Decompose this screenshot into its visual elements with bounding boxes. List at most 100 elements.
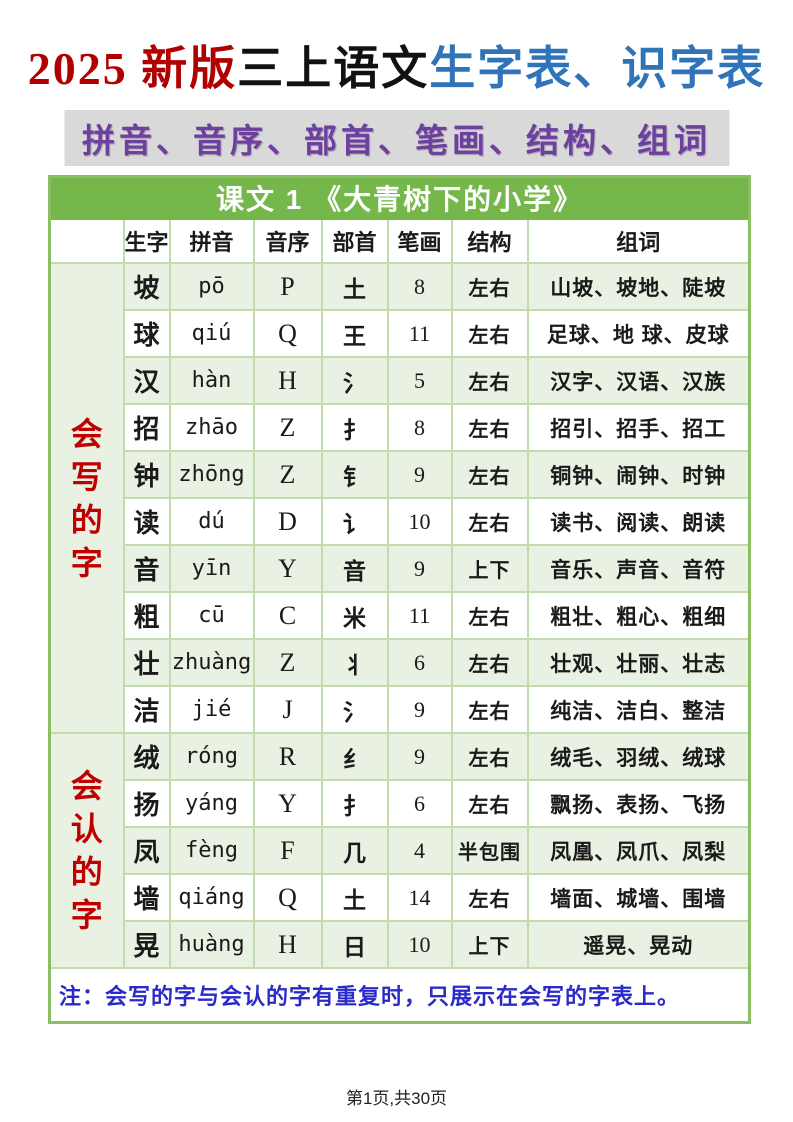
structure-cell: 左右 bbox=[450, 262, 529, 311]
structure-cell: 左右 bbox=[450, 497, 529, 546]
words-cell: 绒毛、羽绒、绒球 bbox=[526, 732, 751, 781]
column-header-5: 结构 bbox=[450, 218, 529, 264]
section-label-text: 会认的字 bbox=[52, 768, 122, 931]
radical-cell: 土 bbox=[320, 262, 389, 311]
column-header-6: 组词 bbox=[526, 218, 751, 264]
strokes-cell: 11 bbox=[386, 309, 453, 358]
vocab-row: 晃 huàng H 日 10 上下 遥晃、晃动 bbox=[50, 920, 751, 969]
column-header-row: 生字 拼音 音序 部首 笔画 结构 组词 bbox=[48, 218, 751, 264]
char-cell: 招 bbox=[122, 403, 171, 452]
column-header-3: 部首 bbox=[320, 218, 389, 264]
char-cell: 音 bbox=[122, 544, 171, 593]
strokes-cell: 6 bbox=[386, 779, 453, 828]
vocab-row: 球 qiú Q 王 11 左右 足球、地 球、皮球 bbox=[50, 309, 751, 358]
radical-cell: 纟 bbox=[320, 732, 389, 781]
radical-cell: 氵 bbox=[320, 685, 389, 734]
radical-cell: 米 bbox=[320, 591, 389, 640]
initial-cell: R bbox=[252, 732, 323, 781]
words-cell: 读书、阅读、朗读 bbox=[526, 497, 751, 546]
words-cell: 壮观、壮丽、壮志 bbox=[526, 638, 751, 687]
words-cell: 招引、招手、招工 bbox=[526, 403, 751, 452]
pinyin-cell: zhōng bbox=[168, 450, 255, 499]
structure-cell: 上下 bbox=[450, 544, 529, 593]
pinyin-cell: yáng bbox=[168, 779, 255, 828]
vocab-row: 读 dú D 讠 10 左右 读书、阅读、朗读 bbox=[50, 497, 751, 546]
structure-cell: 左右 bbox=[450, 403, 529, 452]
pinyin-cell: fèng bbox=[168, 826, 255, 875]
pinyin-cell: jié bbox=[168, 685, 255, 734]
vocab-row: 会认的字绒 róng R 纟 9 左右 绒毛、羽绒、绒球 bbox=[48, 732, 751, 969]
pinyin-cell: pō bbox=[168, 262, 255, 311]
initial-cell: Q bbox=[252, 873, 323, 922]
vocab-row: 音 yīn Y 音 9 上下 音乐、声音、音符 bbox=[50, 544, 751, 593]
words-cell: 汉字、汉语、汉族 bbox=[526, 356, 751, 405]
section-label-char: 会 bbox=[70, 415, 103, 452]
pinyin-cell: huàng bbox=[168, 920, 255, 969]
strokes-cell: 4 bbox=[386, 826, 453, 875]
structure-cell: 左右 bbox=[450, 450, 529, 499]
initial-cell: Z bbox=[252, 450, 323, 499]
column-header-1: 拼音 bbox=[168, 218, 255, 264]
vocab-row: 钟 zhōng Z 钅 9 左右 铜钟、闹钟、时钟 bbox=[50, 450, 751, 499]
char-cell: 汉 bbox=[122, 356, 171, 405]
strokes-cell: 14 bbox=[386, 873, 453, 922]
title-edition: 2025 新版 bbox=[27, 43, 238, 94]
vocab-table: 课文 1 《大青树下的小学》 生字 拼音 音序 部首 笔画 结构 组词会写的字坡 pō P 土 8 左右… bbox=[48, 175, 752, 1024]
words-cell: 粗壮、粗心、粗细 bbox=[526, 591, 751, 640]
vocab-row: 墙 qiáng Q 土 14 左右 墙面、城墙、围墙 bbox=[50, 873, 751, 922]
initial-cell: H bbox=[252, 356, 323, 405]
strokes-cell: 10 bbox=[386, 497, 453, 546]
section-label-0: 会写的字 bbox=[48, 262, 125, 734]
char-cell: 洁 bbox=[122, 685, 171, 734]
words-cell: 凤凰、凤爪、凤梨 bbox=[526, 826, 751, 875]
section-label-char: 会 bbox=[70, 768, 103, 804]
words-cell: 飘扬、表扬、飞扬 bbox=[526, 779, 751, 828]
char-cell: 壮 bbox=[122, 638, 171, 687]
strokes-cell: 9 bbox=[386, 685, 453, 734]
pinyin-cell: dú bbox=[168, 497, 255, 546]
initial-cell: D bbox=[252, 497, 323, 546]
lesson-header-row: 课文 1 《大青树下的小学》 bbox=[48, 175, 751, 220]
words-cell: 足球、地 球、皮球 bbox=[526, 309, 751, 358]
vocab-row: 扬 yáng Y 扌 6 左右 飘扬、表扬、飞扬 bbox=[50, 779, 751, 828]
radical-cell: 土 bbox=[320, 873, 389, 922]
title-table-names: 生字表、识字表 bbox=[429, 43, 766, 94]
radical-cell: 扌 bbox=[320, 403, 389, 452]
structure-cell: 左右 bbox=[450, 779, 529, 828]
char-cell: 绒 bbox=[122, 732, 171, 781]
subtitle-banner: 拼音、音序、部首、笔画、结构、组词 bbox=[64, 110, 729, 166]
strokes-cell: 8 bbox=[386, 262, 453, 311]
pinyin-cell: róng bbox=[168, 732, 255, 781]
initial-cell: Y bbox=[252, 779, 323, 828]
char-cell: 钟 bbox=[122, 450, 171, 499]
corner-cell bbox=[48, 218, 125, 264]
structure-cell: 上下 bbox=[450, 920, 529, 969]
radical-cell: 王 bbox=[320, 309, 389, 358]
table-note: 注：会写的字与会认的字有重复时，只展示在会写的字表上。 bbox=[48, 967, 751, 1024]
initial-cell: Q bbox=[252, 309, 323, 358]
vocab-row: 粗 cū C 米 11 左右 粗壮、粗心、粗细 bbox=[50, 591, 751, 640]
initial-cell: C bbox=[252, 591, 323, 640]
title-grade-subject: 三上语文 bbox=[237, 43, 430, 94]
structure-cell: 左右 bbox=[450, 732, 529, 781]
pinyin-cell: yīn bbox=[168, 544, 255, 593]
vocab-row: 洁 jié J 氵 9 左右 纯洁、洁白、整洁 bbox=[50, 685, 751, 734]
radical-cell: 音 bbox=[320, 544, 389, 593]
structure-cell: 左右 bbox=[450, 356, 529, 405]
radical-cell: 氵 bbox=[320, 356, 389, 405]
note-row: 注：会写的字与会认的字有重复时，只展示在会写的字表上。 bbox=[48, 967, 751, 1024]
vocab-row: 汉 hàn H 氵 5 左右 汉字、汉语、汉族 bbox=[50, 356, 751, 405]
section-label-1: 会认的字 bbox=[48, 732, 125, 969]
strokes-cell: 6 bbox=[386, 638, 453, 687]
section-label-char: 的 bbox=[70, 854, 103, 890]
words-cell: 墙面、城墙、围墙 bbox=[526, 873, 751, 922]
initial-cell: J bbox=[252, 685, 323, 734]
section-label-char: 写 bbox=[70, 458, 103, 495]
pinyin-cell: qiú bbox=[168, 309, 255, 358]
strokes-cell: 5 bbox=[386, 356, 453, 405]
char-cell: 凤 bbox=[122, 826, 171, 875]
char-cell: 坡 bbox=[122, 262, 171, 311]
section-label-text: 会写的字 bbox=[52, 415, 122, 579]
structure-cell: 左右 bbox=[450, 638, 529, 687]
